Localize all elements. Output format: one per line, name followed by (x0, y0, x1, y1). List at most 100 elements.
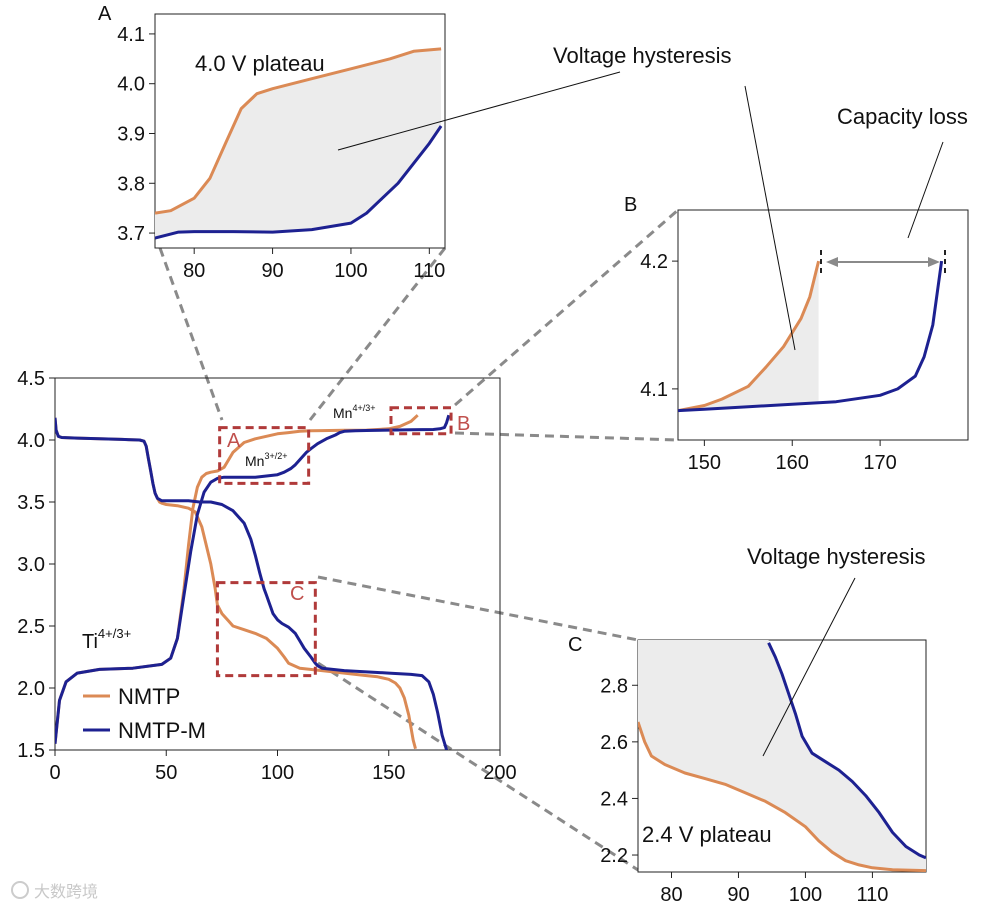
main-ytick-label: 3.0 (17, 554, 45, 576)
panel-a-y-axis: 3.7 3.8 3.9 4.0 4.1 (117, 24, 155, 245)
panel-c-x-axis: 80 90 100 110 (660, 872, 888, 906)
inset-panel-c: C 2.2 2.4 2.6 2.8 80 90 100 110 2.4 V plateau (568, 634, 927, 906)
mn32-superscript: 3+/2+ (264, 451, 287, 461)
pointer-capacity-loss (907, 141, 944, 239)
panel-a-ytick-label: 3.9 (117, 123, 145, 145)
leader-a-right (308, 247, 447, 421)
mn32-annotation: Mn3+/2+ (245, 451, 287, 469)
ti-label: Ti (82, 631, 98, 653)
panel-a-xtick-label: 100 (334, 260, 367, 282)
panel-b-y-axis: 4.1 4.2 (640, 251, 678, 401)
panel-a-ytick-label: 3.7 (117, 223, 145, 245)
pointer-hysteresis-to-a (337, 71, 621, 151)
panel-c-series-nmtp-m (767, 642, 926, 860)
panel-b-xtick-label: 150 (688, 452, 721, 474)
main-y-axis: 1.5 2.0 2.5 3.0 3.5 4.0 4.5 (17, 368, 55, 762)
panel-c-plateau-note: 2.4 V plateau (642, 822, 772, 847)
panel-a-x-axis: 80 90 100 110 (183, 248, 445, 282)
capacity-loss-label: Capacity loss (837, 104, 968, 129)
main-ytick-label: 4.5 (17, 368, 45, 390)
leader-c-bottom (317, 661, 639, 872)
watermark-text: 大数跨境 (34, 882, 98, 901)
panel-a-xtick-label: 90 (261, 260, 283, 282)
voltage-hysteresis-label-a: Voltage hysteresis (553, 43, 732, 68)
panel-b-xtick-label: 160 (776, 452, 809, 474)
leader-b-bottom (454, 431, 679, 442)
panel-b-series-nmtp-m (678, 260, 944, 413)
zoom-box-c (215, 581, 317, 678)
panel-b-ytick-label: 4.2 (640, 251, 668, 273)
panel-c-ytick-label: 2.4 (600, 788, 628, 810)
panel-b-series-nmtp (678, 260, 821, 413)
ti-superscript: 4+/3+ (98, 626, 131, 641)
panel-b-xtick-label: 170 (863, 452, 896, 474)
mn43-label: Mn (333, 405, 352, 421)
inset-panel-a: A 3.7 3.8 3.9 4.0 4.1 80 90 100 110 4.0 V plate… (98, 3, 446, 282)
panel-a-ytick-label: 4.1 (117, 24, 145, 46)
main-ytick-label: 4.0 (17, 430, 45, 452)
main-xtick-label: 50 (155, 762, 177, 784)
pointer-hysteresis-to-b (744, 85, 796, 351)
zoom-boxes (215, 406, 453, 678)
main-xtick-label: 0 (49, 762, 60, 784)
box-label-c: C (290, 583, 304, 605)
panel-a-letter: A (98, 3, 112, 25)
panel-a-series-nmtp-m (155, 125, 443, 240)
callouts: Voltage hysteresis Capacity loss Voltage… (337, 43, 968, 757)
main-ytick-label: 1.5 (17, 740, 45, 762)
main-series-nmtp-m-charge (55, 414, 451, 744)
panel-b-hysteresis-fill (678, 261, 819, 411)
leader-b-top (454, 208, 679, 407)
main-panel: 1.5 2.0 2.5 3.0 3.5 4.0 4.5 0 50 100 150 200 A B C… (17, 368, 517, 784)
panel-b-x-axis: 150 160 170 (688, 440, 897, 474)
panel-a-hysteresis-fill (155, 48, 442, 239)
main-ytick-label: 2.0 (17, 678, 45, 700)
main-xtick-label: 150 (372, 762, 405, 784)
panel-c-series (638, 642, 926, 872)
panel-a-ytick-label: 3.8 (117, 173, 145, 195)
main-series (55, 414, 451, 750)
panel-a-xtick-label: 110 (413, 260, 445, 282)
panel-b-ytick-label: 4.1 (640, 379, 668, 401)
main-xtick-label: 200 (483, 762, 516, 784)
legend-label-nmtp: NMTP (118, 684, 180, 709)
panel-c-xtick-label: 100 (789, 884, 822, 906)
main-xtick-label: 100 (261, 762, 294, 784)
mn32-label: Mn (245, 453, 264, 469)
main-series-nmtp-m-discharge (55, 417, 449, 750)
panel-a-ytick-label: 4.0 (117, 74, 145, 96)
box-label-b: B (457, 413, 470, 435)
main-ytick-label: 2.5 (17, 616, 45, 638)
panel-a-frame (154, 13, 446, 249)
panel-c-xtick-label: 110 (856, 884, 888, 906)
panel-a-xtick-label: 80 (183, 260, 205, 282)
mn43-superscript: 4+/3+ (352, 403, 375, 413)
panel-c-frame (637, 639, 927, 873)
panel-b-frame (677, 209, 969, 441)
panel-b-hysteresis-area (678, 261, 819, 411)
panel-c-xtick-label: 80 (660, 884, 682, 906)
zoom-box-b (389, 406, 453, 436)
mn43-annotation: Mn4+/3+ (333, 403, 375, 421)
leader-a-left (158, 247, 224, 421)
zoom-box-a (218, 426, 311, 485)
panel-c-series-nmtp (638, 721, 926, 872)
main-ytick-label: 3.5 (17, 492, 45, 514)
panel-b-series (678, 260, 944, 413)
panel-c-hysteresis-area (638, 640, 926, 871)
leader-c-top (317, 575, 639, 642)
inset-panel-b: B 4.1 4.2 150 160 170 (624, 194, 969, 474)
panel-a-hysteresis-area (155, 48, 442, 239)
legend: NMTP NMTP-M (83, 684, 206, 743)
panel-a-plateau-note: 4.0 V plateau (195, 51, 325, 76)
main-x-axis: 0 50 100 150 200 (49, 750, 517, 784)
watermark-logo-icon (11, 881, 29, 899)
panel-c-y-axis: 2.2 2.4 2.6 2.8 (600, 675, 638, 867)
panel-c-ytick-label: 2.6 (600, 732, 628, 754)
panel-c-xtick-label: 90 (727, 884, 749, 906)
panel-a-series (155, 47, 443, 240)
legend-label-nmtp-m: NMTP-M (118, 718, 206, 743)
capacity-loss-arrowhead-right (928, 257, 940, 267)
panel-b-letter: B (624, 194, 637, 216)
